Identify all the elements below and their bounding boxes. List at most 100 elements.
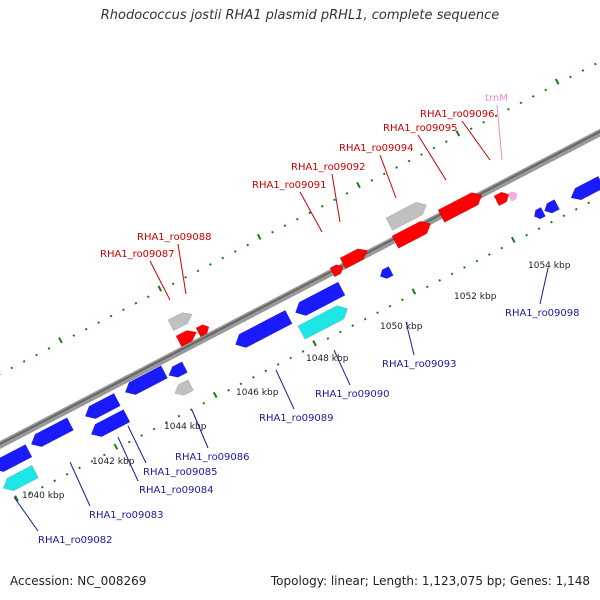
forward-gene-label-leader [149,260,171,301]
reverse-tick [152,427,156,431]
reverse-tick [40,485,44,489]
gene-arrow[interactable] [0,465,39,494]
forward-tick [581,69,585,72]
gene-arrow[interactable] [329,262,345,278]
reverse-tick [537,227,541,231]
forward-tick [295,217,299,221]
forward-tick [594,62,597,66]
map-title: Rhodococcus jostii RHA1 plasmid pRHL1, c… [100,8,500,23]
forward-tick [482,120,485,124]
reverse-tick [425,285,429,289]
gene-arrow[interactable] [88,409,131,441]
forward-gene-label-leader [461,120,491,161]
gene-arrow[interactable] [507,190,519,202]
backbone-line [0,128,600,449]
gene-arrow[interactable] [28,417,74,451]
forward-tick [122,308,125,312]
scale-label: 1052 kbp [454,292,497,302]
reverse-gene-label: RHA1_ro09098 [505,308,580,319]
reverse-tick [113,443,119,450]
gene-arrow[interactable] [166,361,188,381]
gene-arrow[interactable] [391,218,434,249]
gene-arrow[interactable] [175,327,199,347]
reverse-tick [587,201,591,205]
reverse-tick [301,350,305,353]
reverse-tick [562,214,566,218]
gene-arrow[interactable] [232,309,293,351]
reverse-gene-label-leader [333,349,351,386]
scale-label: 1048 kbp [306,354,349,364]
gene-features [0,175,600,494]
gene-arrow[interactable] [82,393,121,422]
backbone-core [0,130,600,446]
gene-arrow[interactable] [385,199,430,231]
forward-tick [370,179,374,182]
reverse-ticks [14,195,600,502]
forward-tick [246,243,250,247]
reverse-tick [500,246,504,250]
forward-gene-label-leader [331,173,341,223]
gene-labels: RHA1_ro09087 RHA1_ro09088 RHA1_ro09091 RHA1… [38,93,580,546]
forward-tick [507,107,510,111]
forward-tick [382,172,386,176]
forward-gene-label-leader [177,243,187,295]
reverse-tick [338,330,342,334]
forward-tick [271,230,274,234]
gene-arrow[interactable] [378,266,394,280]
gene-arrow[interactable] [568,175,600,203]
reverse-tick [227,388,230,392]
genome-stats-text: Topology: linear; Length: 1,123,075 bp; … [270,574,590,588]
forward-gene-label: RHA1_ro09092 [291,162,366,173]
forward-gene-label: RHA1_ro09088 [137,232,212,243]
reverse-tick [438,279,442,282]
gene-arrow[interactable] [0,444,33,476]
forward-gene-label: RHA1_ro09094 [339,143,414,154]
forward-tick [58,337,63,344]
gene-arrow[interactable] [195,322,211,338]
reverse-tick [475,259,479,263]
reverse-tick [202,401,206,405]
forward-tick [109,314,113,318]
gene-arrow[interactable] [292,281,346,319]
forward-tick [171,282,175,286]
gene-arrow[interactable] [542,199,560,216]
gene-arrow[interactable] [437,189,485,223]
reverse-tick [90,460,94,463]
gene-arrow[interactable] [172,379,194,399]
forward-tick [35,353,38,357]
reverse-tick [252,376,255,379]
reverse-tick [140,434,143,437]
forward-tick [345,191,349,195]
scale-label: 1042 kbp [92,457,135,467]
forward-tick [283,224,287,228]
forward-gene-label-leader [496,104,503,161]
reverse-tick [388,304,392,308]
reverse-tick [264,369,268,373]
forward-tick [569,75,572,79]
forward-tick [544,88,548,92]
forward-gene-label-leader [379,154,397,199]
gene-arrow[interactable] [339,245,370,269]
reverse-gene-label-leader [405,321,415,356]
reverse-tick [212,391,218,399]
forward-gene-label-leader [417,134,447,181]
forward-tick [407,159,411,163]
reverse-gene-label: RHA1_ro09089 [259,413,334,424]
reverse-tick [376,311,379,315]
scale-label: 1054 kbp [528,261,571,271]
gene-arrow[interactable] [493,190,511,207]
forward-tick [47,347,51,350]
reverse-tick [177,414,181,418]
reverse-gene-label-leader [13,496,39,532]
gene-arrow[interactable] [297,302,351,340]
reverse-gene-label-leader [117,436,139,482]
reverse-tick [510,236,516,243]
gene-arrow[interactable] [122,365,168,399]
reverse-tick [525,233,528,237]
reverse-gene-label: RHA1_ro09093 [382,359,457,370]
gene-arrow[interactable] [167,309,195,331]
forward-tick [356,181,361,189]
forward-tick [455,130,461,137]
forward-tick [157,285,163,292]
gene-arrow[interactable] [532,207,546,220]
